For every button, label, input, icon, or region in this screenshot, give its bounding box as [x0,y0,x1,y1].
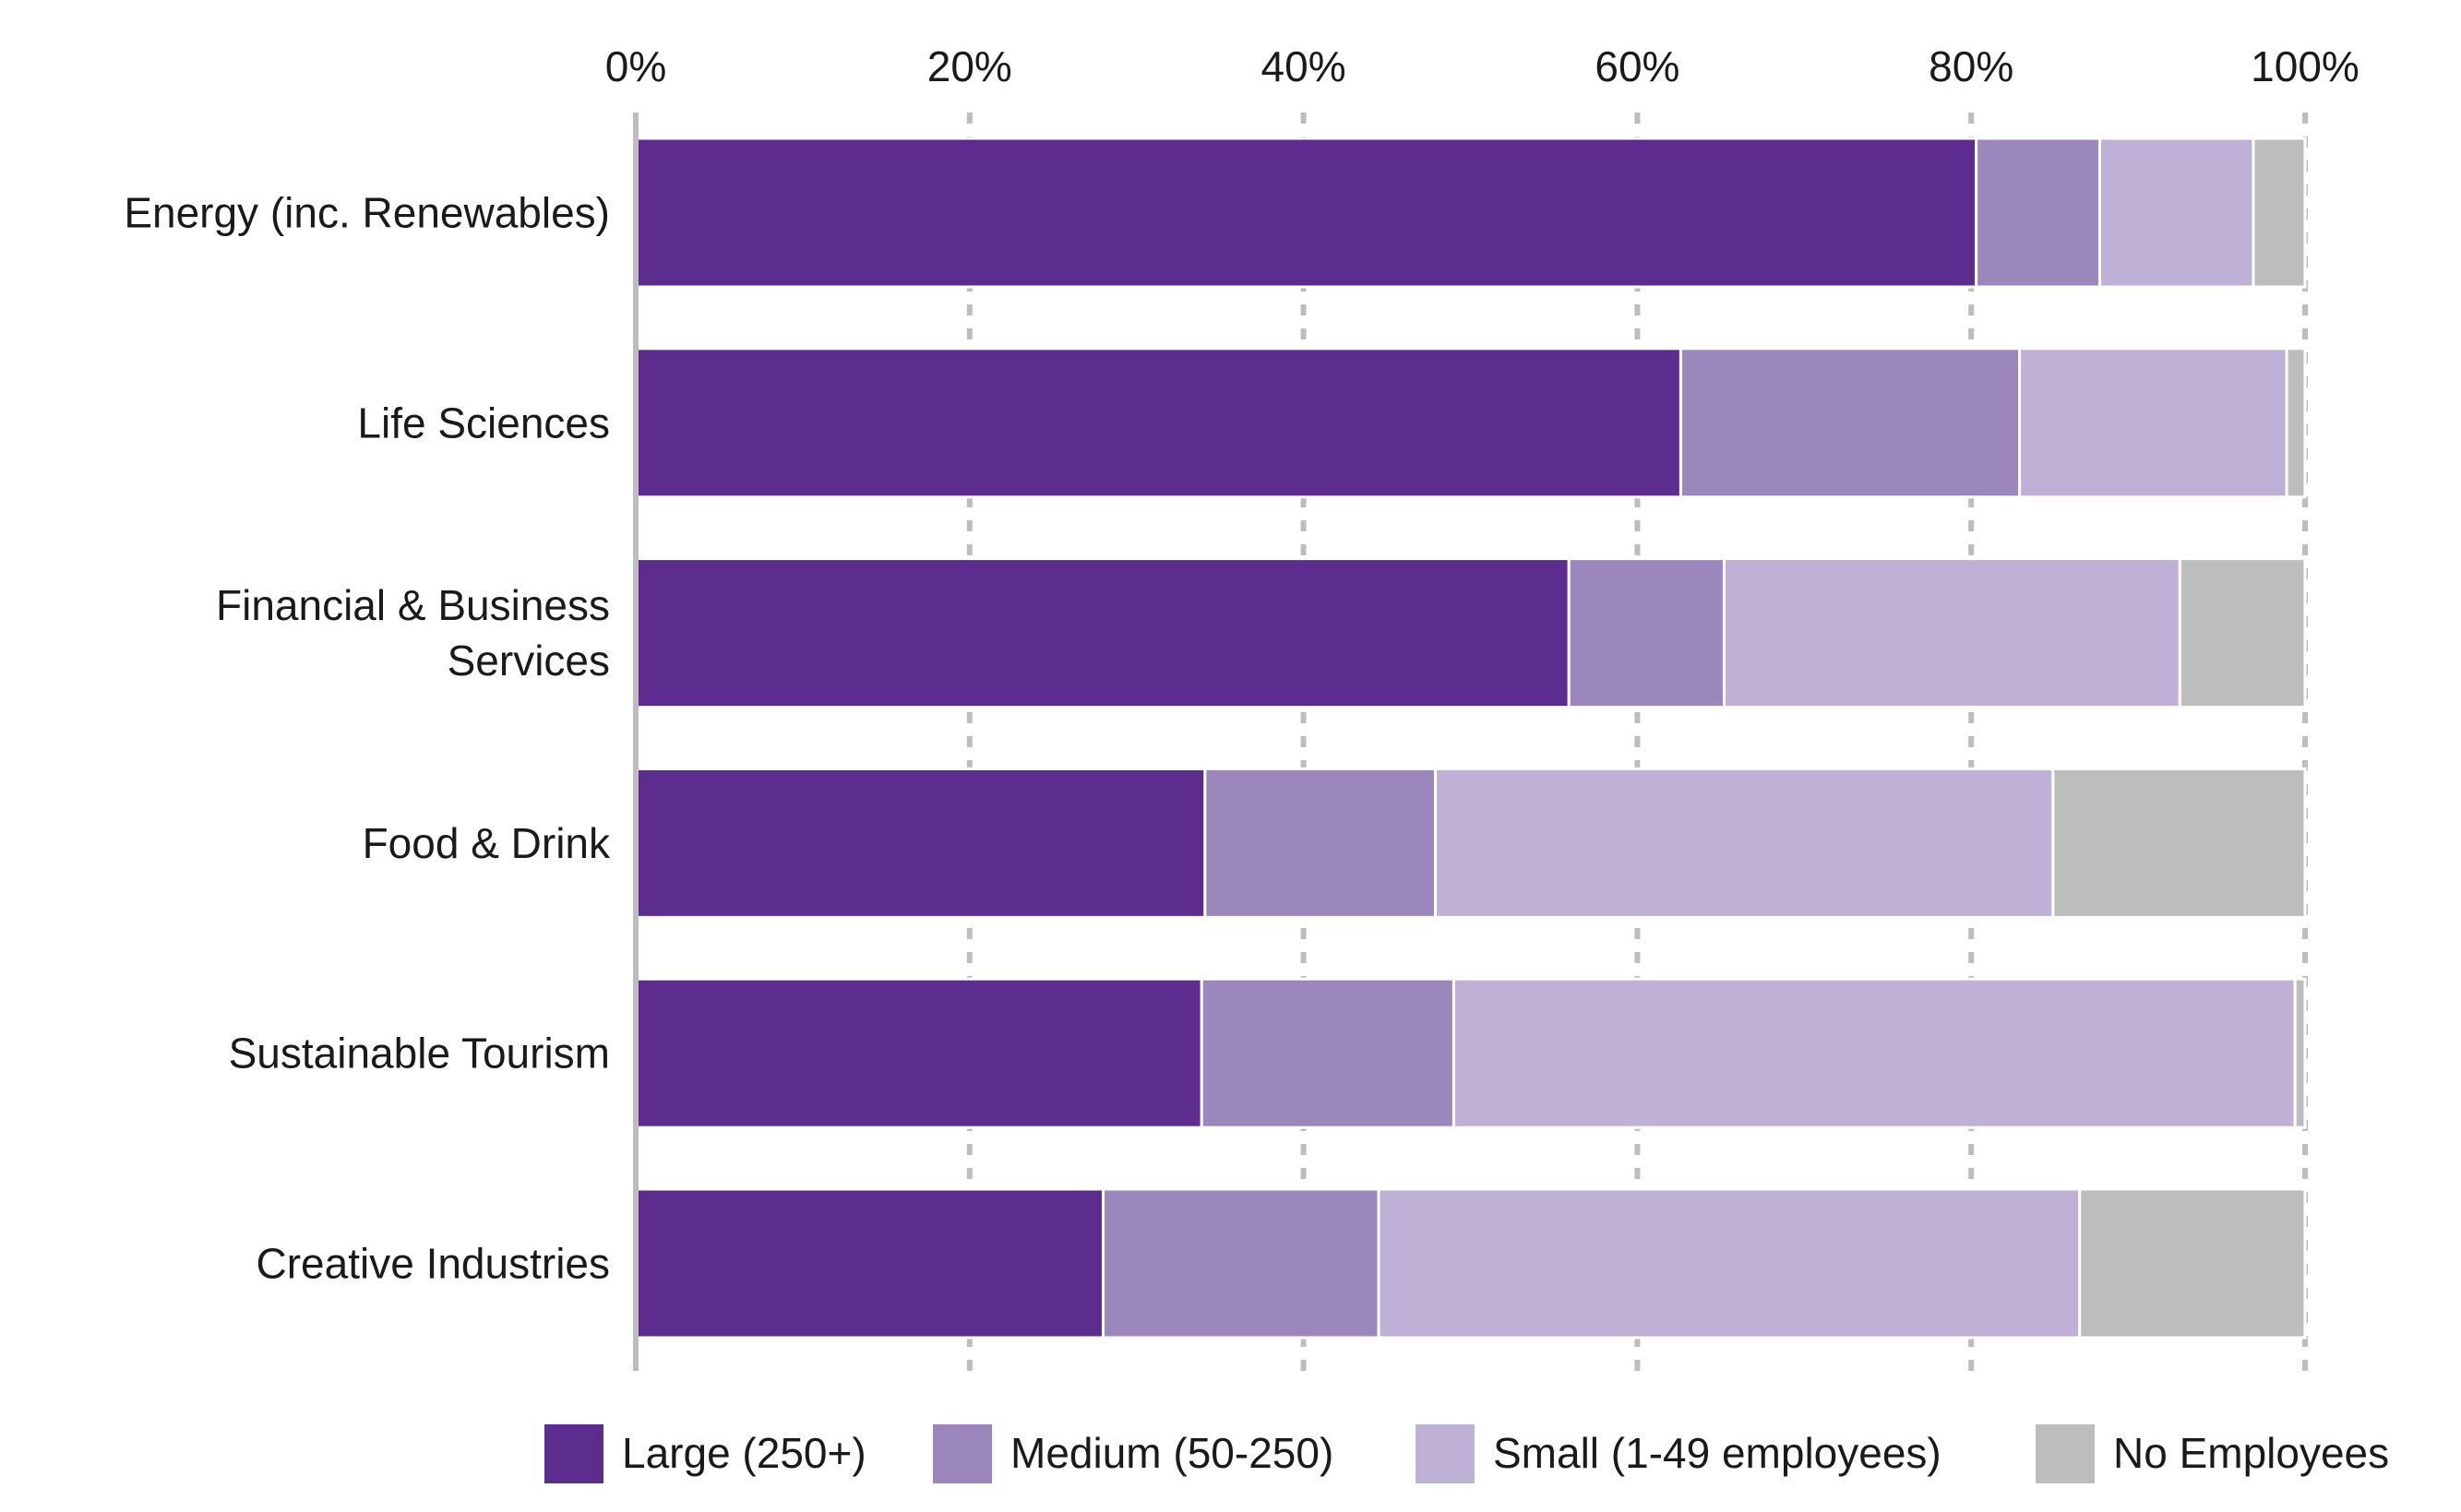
bar-segment [1434,767,2055,919]
bar-segment [2285,347,2307,499]
bar-segment [634,347,1682,499]
bar-segment [1567,557,1726,709]
bar-segment [634,557,1571,709]
category-label: Food & Drink [363,819,611,867]
bar-segment [1102,1187,1380,1339]
legend-swatch [933,1424,992,1483]
bar-segment [1377,1187,2082,1339]
bar-segment [1678,347,2022,499]
bar-segment [1200,977,1455,1129]
bar-segment [634,767,1207,919]
category-label: Creative Industries [257,1240,611,1288]
bar-segment [2051,767,2307,919]
legend-label: Small (1-49 employees) [1493,1429,1941,1477]
bar-segment [2178,557,2307,709]
legend: Large (250+) Medium (50-250) Small (1-49 e… [544,1424,2389,1483]
gridlines [966,113,2308,1371]
x-tick-label: 100% [2251,42,2359,90]
category-label: Financial & Business [216,581,610,629]
x-tick-label: 0% [605,42,666,90]
bar-segment [2097,137,2255,289]
legend-label: No Employees [2113,1429,2389,1477]
x-tick-label: 20% [927,42,1012,90]
x-tick-label: 60% [1595,42,1679,90]
bar-segment [634,137,1978,289]
legend-swatch [1416,1424,1475,1483]
x-tick-label: 40% [1261,42,1346,90]
category-label: Sustainable Tourism [229,1030,610,1077]
bar-segment [634,977,1203,1129]
legend-label: Medium (50-250) [1010,1429,1333,1477]
bar-segment [2078,1187,2307,1339]
legend-label: Large (250+) [622,1429,866,1477]
category-label: Services [448,637,610,685]
bar-segment [1452,977,2297,1129]
category-label: Life Sciences [357,399,610,446]
bar-segment [2293,977,2307,1129]
bar-segment [1722,557,2181,709]
legend-swatch [544,1424,603,1483]
axes: 0% 20% 40% 60% 80% 100% Energy (inc. Renewable… [124,42,2359,1371]
legend-swatch [2036,1424,2095,1483]
bars [634,137,2307,1339]
bar-segment [2018,347,2288,499]
bar-segment [634,1187,1105,1339]
bar-segment [1975,137,2101,289]
bar-segment [2252,137,2307,289]
x-tick-label: 80% [1929,42,2013,90]
bar-segment [1203,767,1438,919]
category-label: Energy (inc. Renewables) [124,189,610,237]
